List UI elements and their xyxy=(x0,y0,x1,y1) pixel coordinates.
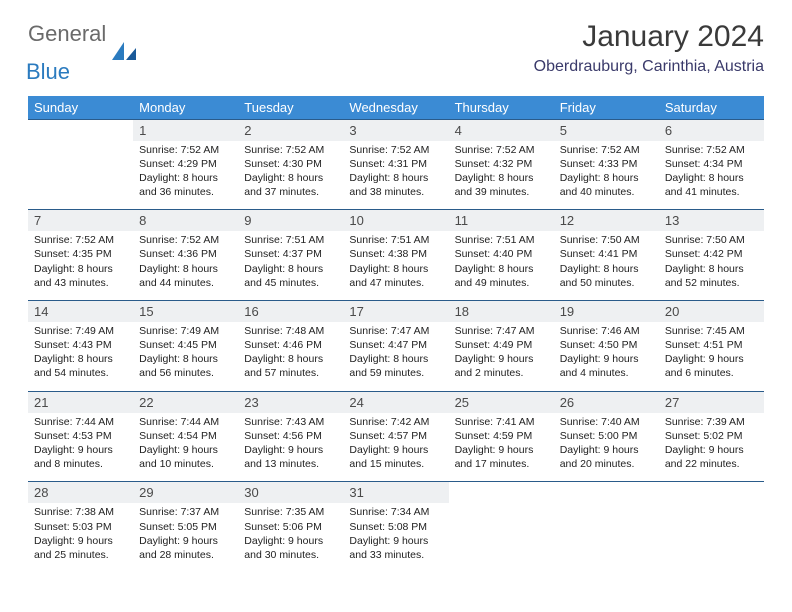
day-detail: Sunrise: 7:50 AMSunset: 4:41 PMDaylight:… xyxy=(554,231,659,300)
daynum-row: 78910111213 xyxy=(28,210,764,232)
logo: General Blue xyxy=(28,24,138,82)
calendar-table: SundayMondayTuesdayWednesdayThursdayFrid… xyxy=(28,96,764,572)
weekday-sunday: Sunday xyxy=(28,96,133,120)
day-detail: Sunrise: 7:41 AMSunset: 4:59 PMDaylight:… xyxy=(449,413,554,482)
day-detail: Sunrise: 7:40 AMSunset: 5:00 PMDaylight:… xyxy=(554,413,659,482)
day-number: 31 xyxy=(343,482,448,504)
weekday-wednesday: Wednesday xyxy=(343,96,448,120)
day-detail: Sunrise: 7:47 AMSunset: 4:49 PMDaylight:… xyxy=(449,322,554,391)
day-number: 4 xyxy=(449,119,554,141)
day-detail: Sunrise: 7:47 AMSunset: 4:47 PMDaylight:… xyxy=(343,322,448,391)
day-number: 20 xyxy=(659,300,764,322)
day-number: 18 xyxy=(449,300,554,322)
weekday-thursday: Thursday xyxy=(449,96,554,120)
weekday-header-row: SundayMondayTuesdayWednesdayThursdayFrid… xyxy=(28,96,764,120)
day-number: 5 xyxy=(554,119,659,141)
day-number: 16 xyxy=(238,300,343,322)
day-number: 19 xyxy=(554,300,659,322)
day-detail: Sunrise: 7:44 AMSunset: 4:54 PMDaylight:… xyxy=(133,413,238,482)
weekday-friday: Friday xyxy=(554,96,659,120)
day-detail: Sunrise: 7:52 AMSunset: 4:32 PMDaylight:… xyxy=(449,141,554,210)
day-number: 28 xyxy=(28,482,133,504)
day-number: 23 xyxy=(238,391,343,413)
day-number: 7 xyxy=(28,210,133,232)
detail-row: Sunrise: 7:44 AMSunset: 4:53 PMDaylight:… xyxy=(28,413,764,482)
day-number: 15 xyxy=(133,300,238,322)
day-number xyxy=(28,119,133,141)
weekday-monday: Monday xyxy=(133,96,238,120)
day-number: 12 xyxy=(554,210,659,232)
day-number: 14 xyxy=(28,300,133,322)
day-number: 26 xyxy=(554,391,659,413)
day-number: 25 xyxy=(449,391,554,413)
day-detail: Sunrise: 7:50 AMSunset: 4:42 PMDaylight:… xyxy=(659,231,764,300)
day-detail: Sunrise: 7:42 AMSunset: 4:57 PMDaylight:… xyxy=(343,413,448,482)
day-detail: Sunrise: 7:51 AMSunset: 4:38 PMDaylight:… xyxy=(343,231,448,300)
detail-row: Sunrise: 7:52 AMSunset: 4:35 PMDaylight:… xyxy=(28,231,764,300)
day-detail: Sunrise: 7:49 AMSunset: 4:43 PMDaylight:… xyxy=(28,322,133,391)
day-detail: Sunrise: 7:52 AMSunset: 4:30 PMDaylight:… xyxy=(238,141,343,210)
day-detail: Sunrise: 7:51 AMSunset: 4:40 PMDaylight:… xyxy=(449,231,554,300)
detail-row: Sunrise: 7:52 AMSunset: 4:29 PMDaylight:… xyxy=(28,141,764,210)
title-block: January 2024 Oberdrauburg, Carinthia, Au… xyxy=(534,20,764,76)
day-number: 8 xyxy=(133,210,238,232)
day-number: 10 xyxy=(343,210,448,232)
daynum-row: 28293031 xyxy=(28,482,764,504)
logo-word2: Blue xyxy=(26,62,106,82)
location: Oberdrauburg, Carinthia, Austria xyxy=(534,58,764,76)
day-detail: Sunrise: 7:52 AMSunset: 4:34 PMDaylight:… xyxy=(659,141,764,210)
day-detail xyxy=(554,503,659,572)
sail-icon xyxy=(110,40,138,68)
day-number: 29 xyxy=(133,482,238,504)
daynum-row: 123456 xyxy=(28,119,764,141)
day-detail xyxy=(28,141,133,210)
day-number: 24 xyxy=(343,391,448,413)
day-number: 22 xyxy=(133,391,238,413)
day-number: 11 xyxy=(449,210,554,232)
day-detail xyxy=(449,503,554,572)
day-detail: Sunrise: 7:37 AMSunset: 5:05 PMDaylight:… xyxy=(133,503,238,572)
day-number: 1 xyxy=(133,119,238,141)
day-number: 2 xyxy=(238,119,343,141)
day-detail: Sunrise: 7:38 AMSunset: 5:03 PMDaylight:… xyxy=(28,503,133,572)
day-number xyxy=(449,482,554,504)
logo-word1: General xyxy=(28,24,106,44)
header: General Blue January 2024 Oberdrauburg, … xyxy=(0,0,792,90)
day-number: 30 xyxy=(238,482,343,504)
day-detail: Sunrise: 7:49 AMSunset: 4:45 PMDaylight:… xyxy=(133,322,238,391)
day-detail: Sunrise: 7:51 AMSunset: 4:37 PMDaylight:… xyxy=(238,231,343,300)
day-number xyxy=(659,482,764,504)
day-detail: Sunrise: 7:46 AMSunset: 4:50 PMDaylight:… xyxy=(554,322,659,391)
day-detail: Sunrise: 7:52 AMSunset: 4:35 PMDaylight:… xyxy=(28,231,133,300)
day-detail: Sunrise: 7:43 AMSunset: 4:56 PMDaylight:… xyxy=(238,413,343,482)
day-detail: Sunrise: 7:48 AMSunset: 4:46 PMDaylight:… xyxy=(238,322,343,391)
day-detail: Sunrise: 7:35 AMSunset: 5:06 PMDaylight:… xyxy=(238,503,343,572)
day-detail: Sunrise: 7:52 AMSunset: 4:36 PMDaylight:… xyxy=(133,231,238,300)
day-number xyxy=(554,482,659,504)
day-detail: Sunrise: 7:39 AMSunset: 5:02 PMDaylight:… xyxy=(659,413,764,482)
detail-row: Sunrise: 7:38 AMSunset: 5:03 PMDaylight:… xyxy=(28,503,764,572)
daynum-row: 21222324252627 xyxy=(28,391,764,413)
day-detail: Sunrise: 7:52 AMSunset: 4:29 PMDaylight:… xyxy=(133,141,238,210)
day-detail: Sunrise: 7:45 AMSunset: 4:51 PMDaylight:… xyxy=(659,322,764,391)
day-number: 3 xyxy=(343,119,448,141)
weekday-saturday: Saturday xyxy=(659,96,764,120)
day-detail: Sunrise: 7:34 AMSunset: 5:08 PMDaylight:… xyxy=(343,503,448,572)
day-detail: Sunrise: 7:52 AMSunset: 4:31 PMDaylight:… xyxy=(343,141,448,210)
day-detail: Sunrise: 7:52 AMSunset: 4:33 PMDaylight:… xyxy=(554,141,659,210)
logo-text: General Blue xyxy=(28,24,106,82)
detail-row: Sunrise: 7:49 AMSunset: 4:43 PMDaylight:… xyxy=(28,322,764,391)
month-title: January 2024 xyxy=(534,20,764,54)
day-number: 13 xyxy=(659,210,764,232)
day-number: 21 xyxy=(28,391,133,413)
daynum-row: 14151617181920 xyxy=(28,300,764,322)
day-detail: Sunrise: 7:44 AMSunset: 4:53 PMDaylight:… xyxy=(28,413,133,482)
day-detail xyxy=(659,503,764,572)
day-number: 17 xyxy=(343,300,448,322)
day-number: 9 xyxy=(238,210,343,232)
day-number: 27 xyxy=(659,391,764,413)
weekday-tuesday: Tuesday xyxy=(238,96,343,120)
day-number: 6 xyxy=(659,119,764,141)
